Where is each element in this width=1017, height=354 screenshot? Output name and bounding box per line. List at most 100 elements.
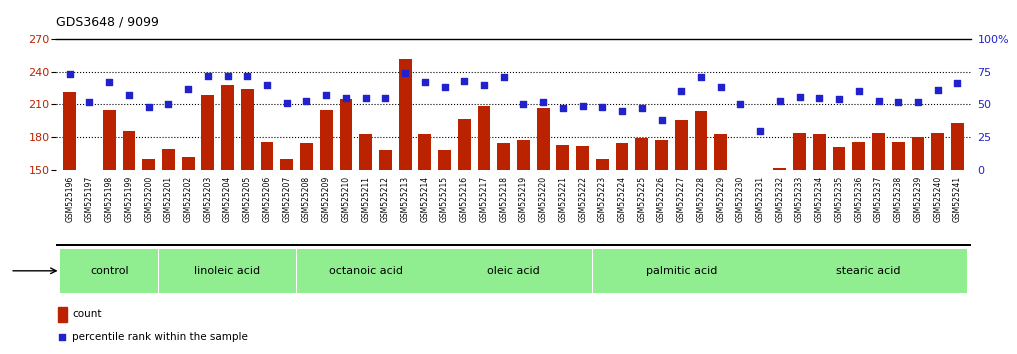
Point [693,74,709,80]
Bar [892,142,905,170]
Point [732,102,749,107]
Bar [873,133,885,170]
Text: stearic acid: stearic acid [836,266,901,276]
Point [476,82,492,88]
Bar [142,159,155,170]
Point [614,108,631,114]
Bar [379,150,392,170]
Bar [951,123,964,170]
Point [495,74,512,80]
Bar [359,134,372,170]
Point [279,100,295,106]
Point [298,98,314,103]
Bar [458,119,471,170]
Point [436,85,453,90]
Point [199,73,216,79]
FancyBboxPatch shape [593,249,770,293]
Bar [478,105,490,170]
Bar [655,141,668,170]
Bar [103,110,116,170]
Point [101,79,117,85]
Bar [162,149,175,170]
Bar [260,142,274,170]
Point [890,99,906,105]
Point [812,95,828,101]
Bar [813,134,826,170]
Bar [596,159,609,170]
Bar [319,110,333,170]
Point [871,98,887,103]
Bar [58,307,67,322]
Point [81,99,98,105]
Bar [911,137,924,170]
Point [318,92,335,98]
Point [161,102,177,107]
Bar [636,138,648,170]
Point [850,88,866,94]
Text: octanoic acid: octanoic acid [328,266,403,276]
Bar [517,141,530,170]
Bar [300,143,313,170]
Point [397,70,413,76]
Bar [615,143,629,170]
Text: linoleic acid: linoleic acid [194,266,260,276]
Point [377,95,394,101]
Point [930,87,946,93]
FancyBboxPatch shape [159,249,297,293]
Text: oleic acid: oleic acid [487,266,540,276]
Bar [63,92,76,170]
Point [180,86,196,92]
Point [62,72,78,77]
Point [673,88,690,94]
Point [358,95,374,101]
Text: GDS3648 / 9099: GDS3648 / 9099 [56,16,159,28]
Point [140,104,157,110]
Point [121,92,137,98]
Bar [577,146,589,170]
Bar [852,142,865,170]
Point [910,99,926,105]
FancyBboxPatch shape [297,249,434,293]
Bar [182,157,194,170]
FancyBboxPatch shape [435,249,592,293]
FancyBboxPatch shape [60,249,159,293]
Point [54,334,70,340]
FancyBboxPatch shape [770,249,967,293]
Point [949,81,965,86]
Point [653,117,669,123]
Bar [438,150,451,170]
Text: palmitic acid: palmitic acid [646,266,717,276]
Bar [340,99,352,170]
Bar [537,108,549,170]
Point [457,78,473,84]
Bar [833,147,845,170]
Point [220,73,236,79]
Bar [793,133,806,170]
Text: percentile rank within the sample: percentile rank within the sample [72,332,248,342]
Point [594,104,610,110]
Point [516,102,532,107]
Point [535,99,551,105]
Point [239,73,255,79]
Bar [675,120,687,170]
Bar [241,89,253,170]
Bar [122,131,135,170]
Point [831,96,847,102]
Text: control: control [89,266,128,276]
Bar [497,143,511,170]
Point [259,82,276,88]
Bar [281,159,293,170]
Point [772,98,788,103]
Point [554,105,571,111]
Point [338,95,354,101]
Point [417,79,433,85]
Bar [399,58,412,170]
Point [634,105,650,111]
Bar [714,134,727,170]
Point [713,85,729,90]
Point [791,94,807,99]
Bar [695,111,708,170]
Bar [221,85,234,170]
Bar [556,145,570,170]
Point [752,128,768,133]
